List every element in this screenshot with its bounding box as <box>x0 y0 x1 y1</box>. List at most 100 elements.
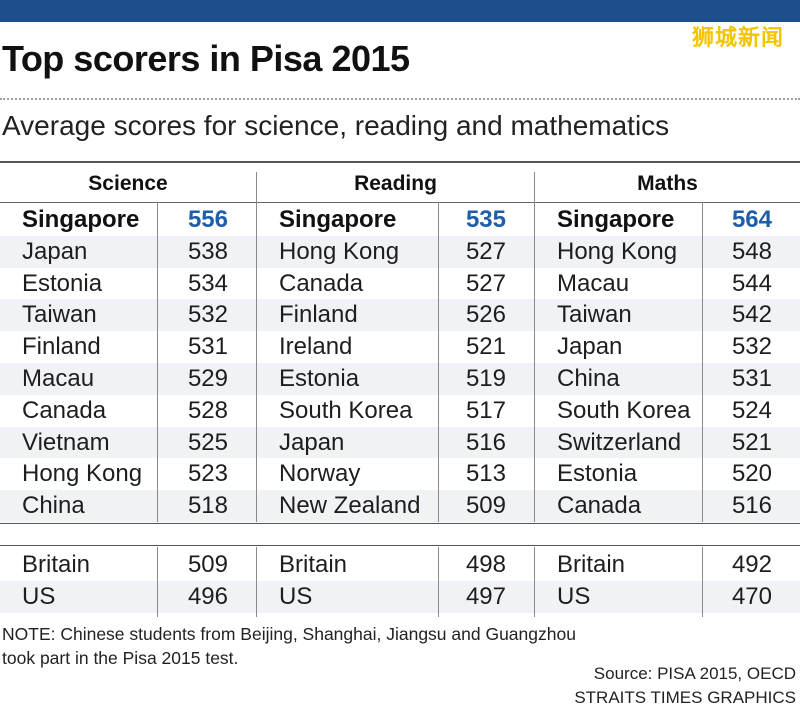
score-value: 509 <box>465 492 506 520</box>
column-separator <box>534 172 535 522</box>
watermark-logo: 狮城新闻 <box>691 26 784 51</box>
score-value: 498 <box>465 551 506 578</box>
table-row: Vietnam 525 <box>0 426 256 459</box>
top-rows: Singapore 556 Japan 538 Estonia 534 Taiwan 532 F… <box>0 204 256 522</box>
country-name: Japan <box>557 333 623 361</box>
column-separator <box>256 547 257 617</box>
country-name: Britain <box>279 551 348 578</box>
column-separator <box>534 547 535 617</box>
score-value: 492 <box>731 551 772 578</box>
table-row: Japan 532 <box>535 331 800 363</box>
score-value: 518 <box>187 492 228 520</box>
table-row: China 518 <box>0 490 256 522</box>
score-value: 527 <box>465 237 506 265</box>
score-value: 509 <box>187 551 228 578</box>
score-value: 534 <box>187 269 228 297</box>
name-score-separator <box>438 547 439 617</box>
score-value: 542 <box>731 301 772 329</box>
score-value: 526 <box>465 301 506 329</box>
country-name: US <box>22 582 56 610</box>
table-row: Hong Kong 548 <box>535 235 800 268</box>
country-name: Singapore <box>557 206 675 233</box>
country-name: Singapore <box>279 206 397 233</box>
table-row: Ireland 521 <box>257 331 534 363</box>
table-top-rule <box>0 161 800 163</box>
score-value: 556 <box>187 206 228 233</box>
country-name: Canada <box>557 492 642 520</box>
other-rows: Britain 498 US 497 <box>257 549 534 613</box>
column-header: Maths <box>637 172 698 195</box>
score-value: 529 <box>187 364 228 392</box>
table-row: Singapore 535 <box>257 204 534 236</box>
table-row: Canada 527 <box>257 268 534 300</box>
name-score-separator <box>157 202 158 522</box>
score-value: 548 <box>731 237 772 265</box>
country-name: Hong Kong <box>279 237 400 265</box>
score-value: 564 <box>731 206 772 233</box>
score-value: 470 <box>731 582 772 610</box>
country-name: Macau <box>22 364 95 392</box>
name-score-separator <box>702 202 703 522</box>
table-row: US 497 <box>257 580 534 613</box>
country-name: Canada <box>279 269 364 297</box>
table-row: Britain 509 <box>0 549 256 581</box>
note-line: took part in the Pisa 2015 test. <box>2 648 239 668</box>
table-row: New Zealand 509 <box>257 490 534 522</box>
score-value: 538 <box>187 237 228 265</box>
score-value: 523 <box>187 460 228 488</box>
header-rule <box>0 202 256 203</box>
country-name: China <box>557 364 620 392</box>
country-name: Estonia <box>279 364 360 392</box>
country-name: Britain <box>22 551 91 578</box>
table-row: Finland 531 <box>0 331 256 363</box>
table-row: Taiwan 532 <box>0 299 256 332</box>
country-name: Macau <box>557 269 630 297</box>
score-value: 521 <box>731 428 772 456</box>
table-row: China 531 <box>535 362 800 395</box>
country-name: New Zealand <box>279 492 421 520</box>
source-credit: Source: PISA 2015, OECD STRAITS TIMES GR… <box>574 662 796 710</box>
score-value: 524 <box>731 396 772 424</box>
column-separator <box>256 172 257 522</box>
other-rows: Britain 509 US 496 <box>0 549 256 613</box>
country-name: Norway <box>279 460 361 488</box>
country-name: Singapore <box>22 206 140 233</box>
country-name: Vietnam <box>22 428 110 456</box>
table-row: Japan 538 <box>0 235 256 268</box>
chart-subtitle: Average scores for science, reading and … <box>2 110 670 141</box>
country-name: Finland <box>22 333 101 361</box>
country-name: Estonia <box>22 269 103 297</box>
score-value: 525 <box>187 428 228 456</box>
header-rule <box>257 202 534 203</box>
score-value: 532 <box>187 301 228 329</box>
table-row: Hong Kong 527 <box>257 235 534 268</box>
table-row: Singapore 564 <box>535 204 800 236</box>
score-value: 496 <box>187 582 228 610</box>
country-name: Finland <box>279 301 358 329</box>
country-name: South Korea <box>279 396 413 424</box>
score-value: 527 <box>465 269 506 297</box>
score-value: 517 <box>465 396 506 424</box>
source-line: Source: PISA 2015, OECD <box>593 664 796 683</box>
column-header: Reading <box>354 172 437 195</box>
country-name: Ireland <box>279 333 353 361</box>
header-rule <box>535 202 800 203</box>
dotted-divider <box>0 98 800 100</box>
score-value: 528 <box>187 396 228 424</box>
table-row: Japan 516 <box>257 426 534 459</box>
name-score-separator <box>157 547 158 617</box>
score-value: 516 <box>731 492 772 520</box>
table-row: Finland 526 <box>257 299 534 332</box>
country-name: Hong Kong <box>22 460 143 488</box>
score-value: 516 <box>465 428 506 456</box>
chart-title: Top scorers in Pisa 2015 <box>2 38 410 79</box>
country-name: US <box>557 582 591 610</box>
section-divider <box>0 545 800 546</box>
country-name: Japan <box>279 428 345 456</box>
country-name: Taiwan <box>22 301 97 329</box>
table-row: US 470 <box>535 580 800 613</box>
note-text: NOTE: Chinese students from Beijing, Sha… <box>2 622 642 670</box>
table-row: Norway 513 <box>257 458 534 490</box>
score-value: 497 <box>465 582 506 610</box>
table-row: South Korea 517 <box>257 395 534 427</box>
